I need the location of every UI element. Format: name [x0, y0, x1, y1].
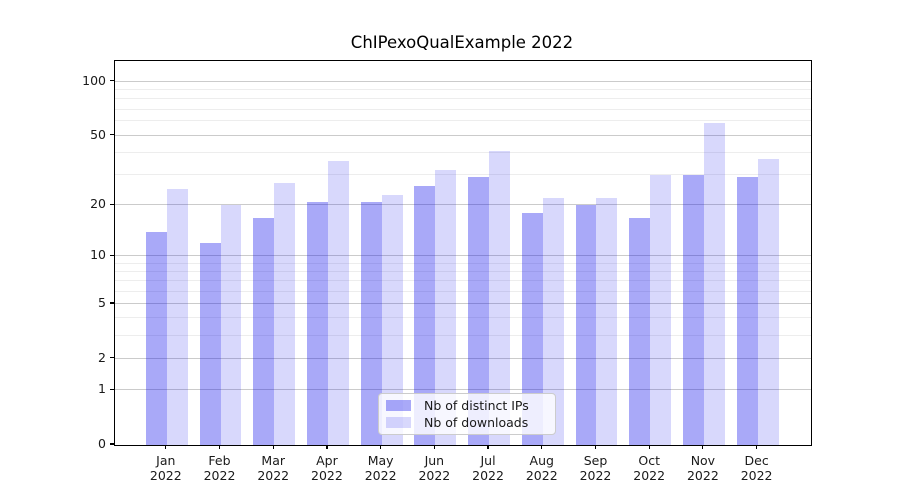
bar-jul-downloads [489, 150, 510, 445]
bar-may-downloads [381, 194, 403, 445]
gridline-minor [115, 120, 811, 122]
x-tick-label-sep: Sep 2022 [579, 453, 612, 483]
x-tick-label-nov: Nov 2022 [686, 453, 719, 483]
bar-oct-distinct-ips [629, 217, 651, 445]
bar-aug-distinct-ips [521, 213, 543, 445]
y-tick-label: 100 [82, 72, 106, 88]
legend-label-downloads: Nb of downloads [424, 415, 529, 431]
x-tick-label-feb: Feb 2022 [203, 453, 236, 483]
legend: Nb of distinct IPs Nb of downloads [378, 393, 556, 435]
gridline-minor [115, 108, 811, 110]
y-tick-label: 10 [90, 247, 106, 263]
x-tick-mark [648, 445, 650, 449]
x-tick-label-jan: Jan 2022 [149, 453, 182, 483]
gridline-major [115, 302, 811, 304]
x-tick-mark [541, 445, 543, 449]
bar-apr-distinct-ips [307, 201, 328, 445]
y-tick-mark [110, 302, 114, 304]
y-tick-mark [110, 388, 114, 391]
y-tick-mark [110, 80, 114, 82]
bar-oct-downloads [650, 174, 672, 445]
x-tick-label-jun: Jun 2022 [418, 453, 451, 483]
bar-sep-distinct-ips [575, 205, 597, 445]
gridline-minor [115, 290, 811, 292]
x-tick-mark [272, 445, 274, 449]
x-tick-mark [594, 445, 597, 449]
x-tick-mark [326, 445, 328, 449]
legend-item-distinct-ips: Nb of distinct IPs [386, 398, 555, 413]
gridline-minor [115, 98, 811, 100]
legend-swatch-distinct-ips [386, 399, 411, 411]
x-tick-mark [487, 445, 489, 449]
x-tick-mark [380, 445, 382, 449]
x-tick-label-oct: Oct 2022 [633, 453, 666, 483]
bar-mar-distinct-ips [253, 217, 275, 445]
bar-dec-downloads [757, 158, 779, 445]
gridline-minor [115, 151, 811, 153]
gridline-minor [115, 262, 811, 264]
bar-jul-distinct-ips [468, 177, 490, 445]
bar-may-distinct-ips [360, 201, 382, 445]
x-tick-label-apr: Apr 2022 [311, 453, 343, 483]
gridline-minor [115, 271, 811, 273]
y-tick-label: 0 [98, 436, 106, 451]
y-tick-mark [110, 443, 114, 445]
plot-area [114, 60, 812, 446]
bar-nov-downloads [703, 122, 725, 445]
gridline-major [115, 134, 811, 136]
bar-feb-downloads [220, 205, 242, 445]
bar-jan-distinct-ips [145, 231, 167, 445]
x-tick-mark [165, 445, 167, 449]
x-tick-mark [702, 445, 704, 449]
y-tick-label: 20 [90, 196, 106, 212]
y-tick-label: 2 [98, 349, 106, 365]
gridline-minor [115, 317, 811, 319]
gridline-minor [115, 173, 811, 175]
y-tick-mark [110, 203, 114, 205]
y-tick-label: 5 [98, 294, 106, 310]
y-tick-label: 50 [90, 126, 106, 142]
gridline-major [115, 80, 811, 82]
gridline-major [115, 204, 811, 206]
bar-aug-downloads [542, 198, 564, 445]
legend-item-downloads: Nb of downloads [386, 415, 555, 430]
bar-nov-distinct-ips [683, 174, 704, 445]
x-tick-mark [218, 445, 221, 449]
x-tick-mark [433, 445, 435, 449]
y-tick-mark [110, 254, 114, 256]
bar-mar-downloads [274, 182, 296, 445]
y-tick-mark [110, 356, 114, 359]
x-tick-label-dec: Dec 2022 [740, 453, 773, 483]
gridline-minor [115, 334, 811, 336]
chart-title: ChIPexoQualExample 2022 [350, 33, 574, 52]
y-tick-mark [110, 133, 114, 136]
bar-apr-downloads [327, 160, 349, 445]
bar-dec-distinct-ips [736, 177, 758, 445]
gridline-minor [115, 88, 811, 90]
bar-jun-downloads [435, 169, 457, 445]
gridline-minor [115, 280, 811, 282]
gridline-major [115, 389, 811, 391]
x-tick-mark [756, 445, 758, 449]
bar-feb-distinct-ips [199, 243, 221, 445]
bar-sep-downloads [596, 198, 618, 445]
legend-label-distinct-ips: Nb of distinct IPs [424, 397, 529, 413]
legend-swatch-downloads [386, 417, 411, 429]
x-tick-label-jul: Jul 2022 [472, 453, 504, 483]
y-tick-label: 1 [98, 381, 106, 397]
x-tick-label-may: May 2022 [364, 453, 397, 483]
bar-jan-downloads [166, 188, 188, 445]
gridline-major [115, 357, 811, 359]
x-tick-label-aug: Aug 2022 [525, 453, 558, 483]
bar-jun-distinct-ips [414, 185, 436, 445]
gridline-major [115, 255, 811, 257]
x-tick-label-mar: Mar 2022 [257, 453, 290, 483]
